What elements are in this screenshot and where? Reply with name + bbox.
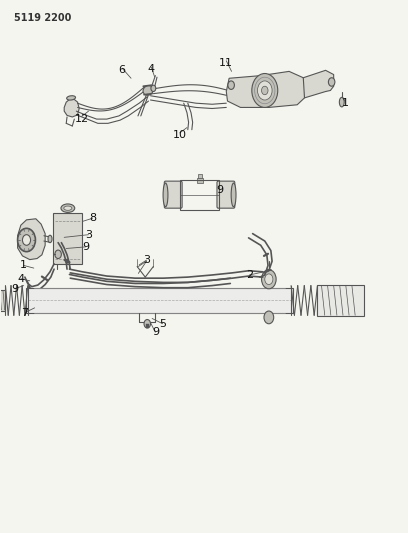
Text: 1: 1 [20,261,27,270]
Bar [146,324,149,328]
Text: 10: 10 [173,130,187,140]
Bar [198,174,202,178]
Text: 12: 12 [75,114,89,124]
Text: 11: 11 [219,58,233,68]
Circle shape [265,274,273,285]
Ellipse shape [143,86,153,95]
Polygon shape [226,71,306,108]
Polygon shape [26,288,293,313]
Text: 9: 9 [11,284,18,294]
Circle shape [328,78,335,86]
Ellipse shape [231,183,236,207]
Text: 4: 4 [148,64,155,74]
Polygon shape [317,285,364,317]
Circle shape [262,270,276,289]
Ellipse shape [64,206,72,211]
Ellipse shape [48,235,52,243]
Circle shape [228,81,234,90]
Circle shape [18,228,35,252]
Text: 6: 6 [119,66,126,75]
FancyBboxPatch shape [217,181,235,208]
Text: 2: 2 [246,270,253,280]
Text: 1: 1 [341,98,348,108]
Ellipse shape [339,98,344,107]
Text: 5119 2200: 5119 2200 [13,13,71,23]
Circle shape [144,319,151,328]
Circle shape [262,86,268,95]
Circle shape [252,74,278,108]
Polygon shape [64,100,79,117]
Text: 4: 4 [17,273,24,284]
Bar [197,178,203,183]
Circle shape [65,259,69,263]
Polygon shape [53,214,82,264]
Ellipse shape [61,204,75,213]
Text: 9: 9 [82,242,89,252]
Text: 9: 9 [152,327,159,337]
Text: 7: 7 [21,308,29,318]
Circle shape [22,235,31,245]
Circle shape [151,85,156,92]
Text: 8: 8 [89,213,96,223]
Text: 9: 9 [216,184,223,195]
Text: 3: 3 [85,230,92,240]
FancyBboxPatch shape [164,181,182,208]
Text: 3: 3 [143,255,150,265]
Circle shape [257,81,272,100]
Circle shape [264,311,274,324]
Circle shape [55,250,61,259]
Text: 5: 5 [159,319,166,329]
Ellipse shape [67,96,75,100]
Polygon shape [18,219,45,260]
Polygon shape [303,70,334,98]
Ellipse shape [163,183,168,207]
Polygon shape [0,290,5,311]
